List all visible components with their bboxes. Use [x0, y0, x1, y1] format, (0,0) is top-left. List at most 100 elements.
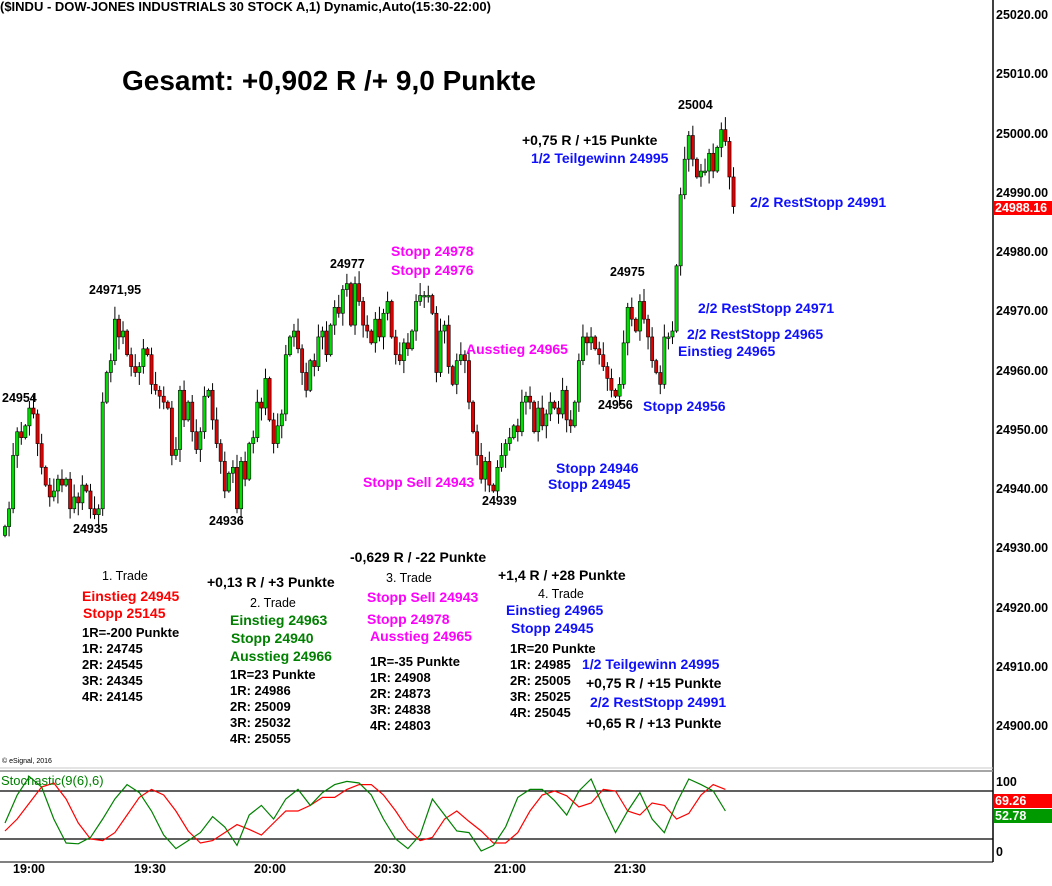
trade-1-risk: 1R=-200 Punkte [82, 625, 180, 640]
candle [487, 451, 492, 493]
candle [76, 492, 81, 516]
candle-body-up [340, 289, 345, 314]
price-label: 24936 [209, 514, 244, 528]
candle [194, 419, 199, 454]
candle-body-up [263, 378, 268, 409]
candle [320, 326, 325, 350]
candle [324, 321, 329, 362]
candle [503, 439, 508, 468]
candle [263, 368, 268, 416]
annotation-reststopp: 2/2 RestStopp 24991 [750, 194, 887, 210]
candle-body-up [544, 413, 549, 427]
candle-body-down [463, 354, 467, 361]
candle-body-down [214, 419, 219, 444]
candle [406, 333, 410, 356]
candle [27, 400, 32, 436]
candle [43, 465, 48, 487]
candle-body-down [479, 455, 484, 480]
candle [104, 370, 109, 404]
candle-body-down [446, 324, 451, 367]
candle [279, 409, 284, 439]
candle-body-up [137, 366, 142, 373]
candle-body-up [100, 401, 105, 510]
candle-body-up [279, 413, 284, 427]
time-tick: 21:30 [614, 862, 646, 876]
candle-body-up [108, 360, 113, 373]
candle [650, 327, 655, 368]
candle [190, 395, 195, 442]
candle [100, 392, 105, 516]
candle-body-down [593, 336, 598, 350]
candle [239, 456, 243, 522]
candle-body-up [353, 283, 357, 326]
candle-body-up [560, 389, 565, 415]
candle-body-up [283, 354, 288, 415]
stoch-tick-100: 100 [996, 775, 1017, 789]
candle [511, 424, 516, 440]
trade-3-risk: 1R=-35 Punkte [370, 654, 460, 669]
candle [707, 148, 712, 184]
candles-group [3, 117, 736, 538]
candle-body-down [210, 389, 215, 421]
candle-body-down [169, 407, 174, 456]
candle-body-down [194, 431, 199, 450]
candle-body-up [104, 372, 109, 403]
candle-body-up [625, 307, 630, 344]
candle-body-down [613, 389, 618, 397]
stoch-k-line [4, 775, 726, 852]
candle-body-down [393, 336, 398, 356]
candle-body-down [585, 336, 589, 344]
candle-body-down [88, 490, 93, 510]
trade-2-ausstieg: Ausstieg 24966 [230, 648, 332, 664]
candle [727, 136, 732, 190]
candle [206, 388, 211, 398]
candle [129, 347, 134, 377]
candle-body-up [581, 336, 585, 361]
candle-body-up [699, 170, 703, 178]
candle [255, 389, 260, 443]
candle-body-down [406, 342, 410, 350]
candle-body-down [149, 354, 154, 385]
candle-body-up [572, 401, 577, 427]
candle-body-down [76, 496, 81, 504]
candle [715, 145, 720, 173]
candle [442, 320, 447, 344]
trade-2-result: +0,13 R / +3 Punkte [207, 574, 335, 590]
candle-body-up [11, 455, 16, 510]
candle-body-down [60, 478, 64, 486]
trade-4-target: 1R: 24985 [510, 657, 571, 672]
trade-4-teilgewinn: 1/2 Teilgewinn 24995 [582, 656, 720, 672]
candle [169, 400, 174, 466]
candle-body-up [206, 389, 211, 397]
candle-body-down [564, 389, 569, 421]
candle [642, 288, 646, 324]
candle-body-up [454, 360, 459, 385]
candle [601, 342, 606, 372]
price-label: 24971,95 [89, 283, 142, 297]
candle [365, 315, 370, 339]
candle [556, 400, 561, 424]
candle-body-down [133, 366, 138, 373]
candle-body-up [617, 384, 622, 397]
annotation-stopp: Stopp 24976 [391, 262, 474, 278]
candle [678, 187, 683, 276]
candle-body-down [633, 318, 638, 332]
candle [133, 354, 138, 377]
candle-body-down [125, 330, 130, 356]
candle [686, 131, 691, 172]
annotation-ausstieg: Ausstieg 24965 [466, 341, 568, 357]
price-tick: 25000.00 [996, 126, 1049, 141]
candle [202, 386, 207, 439]
price-tick: 24920.00 [996, 600, 1049, 615]
candle-body-down [475, 431, 480, 456]
candle [674, 264, 679, 333]
candle [35, 409, 40, 457]
candle [84, 483, 89, 493]
candle-body-down [528, 395, 532, 403]
candle-body-down [654, 360, 659, 373]
trade-1-target: 3R: 24345 [82, 673, 143, 688]
candle [157, 385, 162, 409]
candle [389, 299, 394, 339]
trade-1-target: 1R: 24745 [82, 641, 143, 656]
